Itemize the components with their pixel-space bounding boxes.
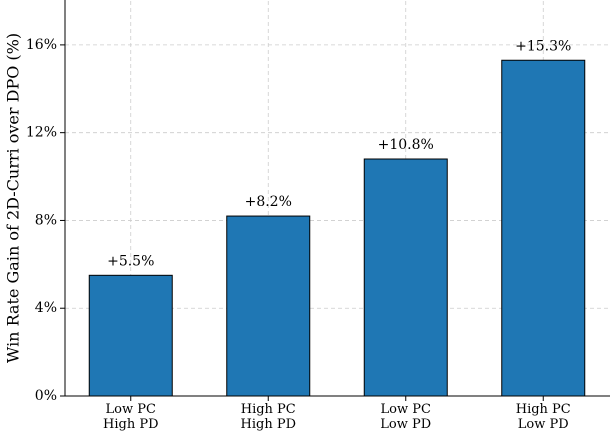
x-tick-label: Low PC High PD (103, 402, 159, 432)
y-axis-label: Win Rate Gain of 2D-Curri over DPO (%) (4, 33, 23, 363)
bar (88, 274, 173, 397)
x-tick-label: High PC High PD (240, 402, 297, 432)
y-tick-label: 4% (35, 300, 57, 316)
bar (226, 215, 311, 397)
value-label: +5.5% (107, 253, 154, 269)
x-tick-label: Low PC Low PD (380, 402, 432, 432)
y-tick-label: 8% (35, 212, 57, 228)
value-label: +10.8% (378, 137, 434, 153)
value-label: +8.2% (245, 194, 292, 210)
y-tick-label: 16% (26, 37, 57, 53)
bar (501, 59, 586, 397)
bar (363, 158, 448, 397)
y-tick-label: 0% (35, 388, 57, 404)
y-tick-label: 12% (26, 125, 57, 141)
value-label: +15.3% (515, 38, 571, 54)
x-tick-label: High PC Low PD (515, 402, 571, 432)
